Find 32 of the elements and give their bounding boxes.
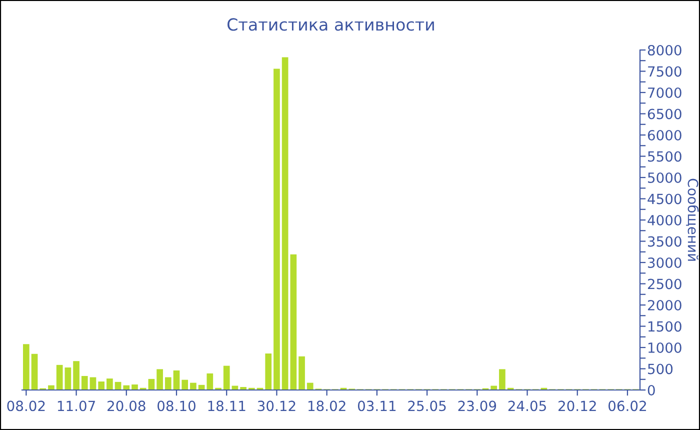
y-tick-label: 5500	[648, 151, 682, 162]
x-tick-label: 30.12	[258, 400, 296, 412]
y-tick-label: 2500	[648, 278, 682, 290]
y-tick-label: 3500	[648, 236, 682, 247]
x-tick-label: 08.02	[7, 400, 45, 412]
y-axis-title: Сообщений	[686, 178, 699, 261]
y-tick-label: 1000	[648, 342, 682, 353]
x-tick-label: 03.11	[358, 400, 396, 412]
x-tick-label: 23.09	[458, 400, 496, 412]
x-tick-label: 06.02	[608, 400, 646, 412]
y-tick-label: 1500	[648, 321, 682, 332]
x-tick-label: 18.11	[208, 400, 246, 412]
x-tick-label: 24.05	[508, 400, 546, 412]
x-tick-label: 20.08	[108, 400, 146, 412]
y-tick-label: 6500	[648, 108, 682, 120]
y-tick-label: 500	[648, 364, 673, 374]
y-tick-label: 4000	[648, 214, 682, 226]
y-tick-label: 7500	[648, 66, 682, 77]
x-tick-label: 18.02	[308, 400, 346, 412]
x-tick-label: 08.10	[158, 400, 196, 412]
y-tick-label: 5000	[648, 172, 682, 183]
y-tick-label: 2000	[648, 300, 682, 310]
y-tick-label: 7000	[648, 87, 682, 98]
y-tick-label: 4500	[648, 194, 682, 204]
y-tick-label: 8000	[648, 44, 682, 56]
chart-title: Статистика активности	[228, 18, 434, 31]
y-tick-label: 0	[648, 384, 655, 396]
x-tick-label: 11.07	[58, 400, 95, 412]
x-tick-label: 20.12	[558, 400, 596, 412]
y-tick-label: 6000	[648, 130, 682, 140]
x-tick-label: 25.05	[408, 400, 446, 412]
y-tick-label: 3000	[648, 257, 682, 268]
